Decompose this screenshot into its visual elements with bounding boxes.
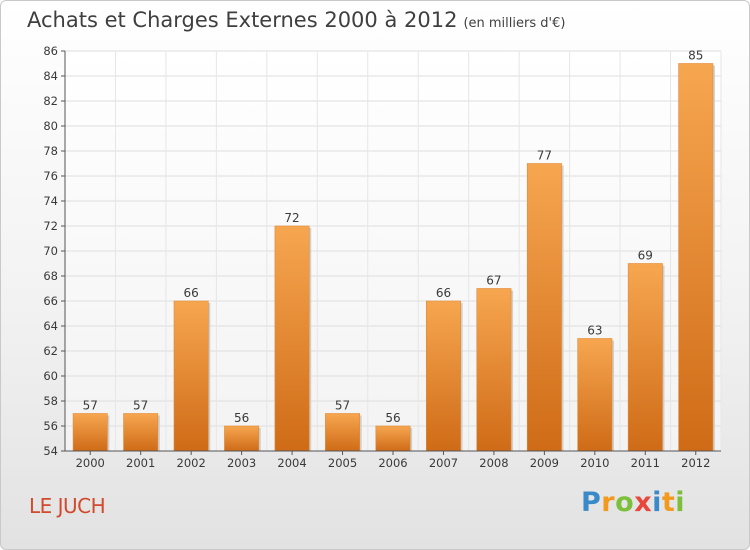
x-tick-label: 2005 <box>328 456 357 470</box>
x-tick-label: 2006 <box>378 456 407 470</box>
bar-2000 <box>72 413 108 452</box>
data-label: 56 <box>234 411 249 425</box>
y-tick-label: 68 <box>43 269 58 283</box>
location-label: LE JUCH <box>29 494 106 518</box>
y-tick-label: 56 <box>43 419 58 433</box>
x-tick-label: 2011 <box>631 456 660 470</box>
y-tick-label: 64 <box>43 319 58 333</box>
logo-letter: x <box>634 487 653 518</box>
y-tick-label: 66 <box>43 294 58 308</box>
y-tick-label: 84 <box>43 69 58 83</box>
data-label: 57 <box>133 399 148 413</box>
logo-letter: r <box>601 487 616 518</box>
data-label: 56 <box>385 411 400 425</box>
data-label: 66 <box>436 286 451 300</box>
x-tick-label: 2008 <box>479 456 508 470</box>
x-tick-label: 2002 <box>177 456 206 470</box>
logo-letter: t <box>661 487 676 518</box>
x-tick-label: 2012 <box>681 456 710 470</box>
bar-2001 <box>123 413 159 452</box>
bar-2009 <box>526 163 562 452</box>
logo-letter: i <box>675 487 686 518</box>
bar-2004 <box>274 225 310 452</box>
y-tick-label: 76 <box>43 169 58 183</box>
y-tick-label: 58 <box>43 394 58 408</box>
y-tick-label: 80 <box>43 119 58 133</box>
logo-letter: i <box>652 487 662 518</box>
x-tick-label: 2010 <box>580 456 609 470</box>
data-label: 69 <box>638 249 653 263</box>
bar-2007 <box>426 300 461 452</box>
data-label: 57 <box>335 399 350 413</box>
bar-2010 <box>577 338 613 452</box>
bar-2011 <box>627 263 663 452</box>
data-label: 63 <box>587 324 602 338</box>
x-tick-label: 2004 <box>277 456 306 470</box>
y-tick-label: 78 <box>43 144 58 158</box>
data-label: 85 <box>688 49 703 63</box>
x-tick-label: 2009 <box>530 456 559 470</box>
y-tick-label: 62 <box>43 344 58 358</box>
x-tick-label: 2007 <box>429 456 458 470</box>
bar-2003 <box>224 425 260 452</box>
data-label: 77 <box>537 149 552 163</box>
y-tick-label: 60 <box>43 369 58 383</box>
y-tick-label: 86 <box>43 44 58 58</box>
y-tick-label: 82 <box>43 94 58 108</box>
chart-subtitle: (en milliers d'€) <box>463 16 566 31</box>
x-tick-label: 2001 <box>126 456 155 470</box>
data-label: 72 <box>284 211 299 225</box>
bar-2002 <box>173 300 209 452</box>
y-tick-label: 70 <box>43 244 58 258</box>
chart-title: Achats et Charges Externes 2000 à 2012 (e… <box>27 8 566 32</box>
bar-2006 <box>375 425 411 452</box>
y-tick-label: 54 <box>43 444 58 458</box>
data-label: 66 <box>184 286 199 300</box>
y-tick-label: 72 <box>43 219 58 233</box>
proxiti-logo: Proxiti <box>581 487 685 518</box>
bar-2012 <box>678 63 714 452</box>
x-tick-label: 2000 <box>76 456 105 470</box>
data-label: 57 <box>83 399 98 413</box>
bar-2005 <box>325 413 360 452</box>
x-tick-label: 2003 <box>227 456 256 470</box>
logo-letter: P <box>581 487 602 518</box>
y-tick-label: 74 <box>43 194 58 208</box>
bar-2008 <box>476 288 512 452</box>
logo-letter: o <box>615 487 635 518</box>
data-label: 67 <box>486 274 501 288</box>
